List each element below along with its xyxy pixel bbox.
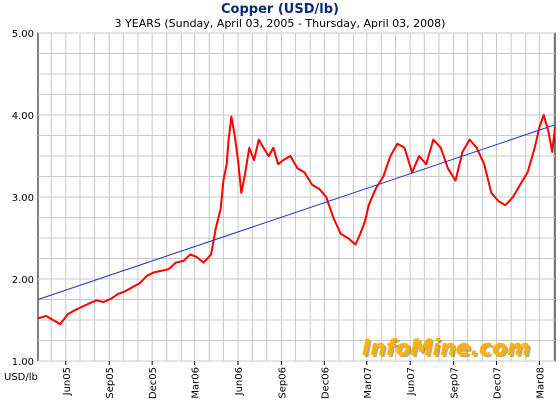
trend-line xyxy=(37,124,556,300)
y-tick-label: 5.00 xyxy=(12,29,34,40)
price-line xyxy=(37,114,556,326)
x-tick-label: Jun06 xyxy=(234,367,245,396)
x-tick-label: Jun05 xyxy=(62,367,73,396)
x-tick-label: Dec05 xyxy=(148,367,159,399)
series-layer xyxy=(37,114,556,326)
y-axis-label: USD/lb xyxy=(4,372,38,383)
x-tick-label: Sep05 xyxy=(105,367,116,399)
x-tick-label: Sep07 xyxy=(450,367,461,399)
x-tick-label: Jun07 xyxy=(406,367,417,396)
x-axis-ticks: Jun05 Sep05 Dec05 Mar06 Jun06 Sep06 Dec06 Mar07… xyxy=(62,361,546,399)
watermark: InfoMine.com InfoMine.com xyxy=(362,336,532,363)
x-tick-label: Dec06 xyxy=(320,367,331,399)
y-axis-ticks: 1.00 2.00 3.00 4.00 5.00 xyxy=(12,29,34,368)
y-tick-label: 2.00 xyxy=(12,275,34,286)
y-tick-label: 3.00 xyxy=(12,193,34,204)
x-tick-label: Mar07 xyxy=(363,367,374,399)
watermark-shadow: InfoMine.com xyxy=(364,338,532,363)
y-tick-label: 4.00 xyxy=(12,111,34,122)
chart-title: Copper (USD/lb) xyxy=(221,2,339,17)
x-tick-label: Dec07 xyxy=(493,367,504,399)
watermark-text: InfoMine.com xyxy=(362,336,530,361)
chart-subtitle: 3 YEARS (Sunday, April 03, 2005 - Thursd… xyxy=(114,17,446,30)
grid-lines xyxy=(38,32,555,362)
x-tick-label: Mar06 xyxy=(191,367,202,399)
x-tick-label: Sep06 xyxy=(277,367,288,399)
x-tick-label: Mar08 xyxy=(535,367,546,399)
y-tick-label: 1.00 xyxy=(12,357,34,368)
